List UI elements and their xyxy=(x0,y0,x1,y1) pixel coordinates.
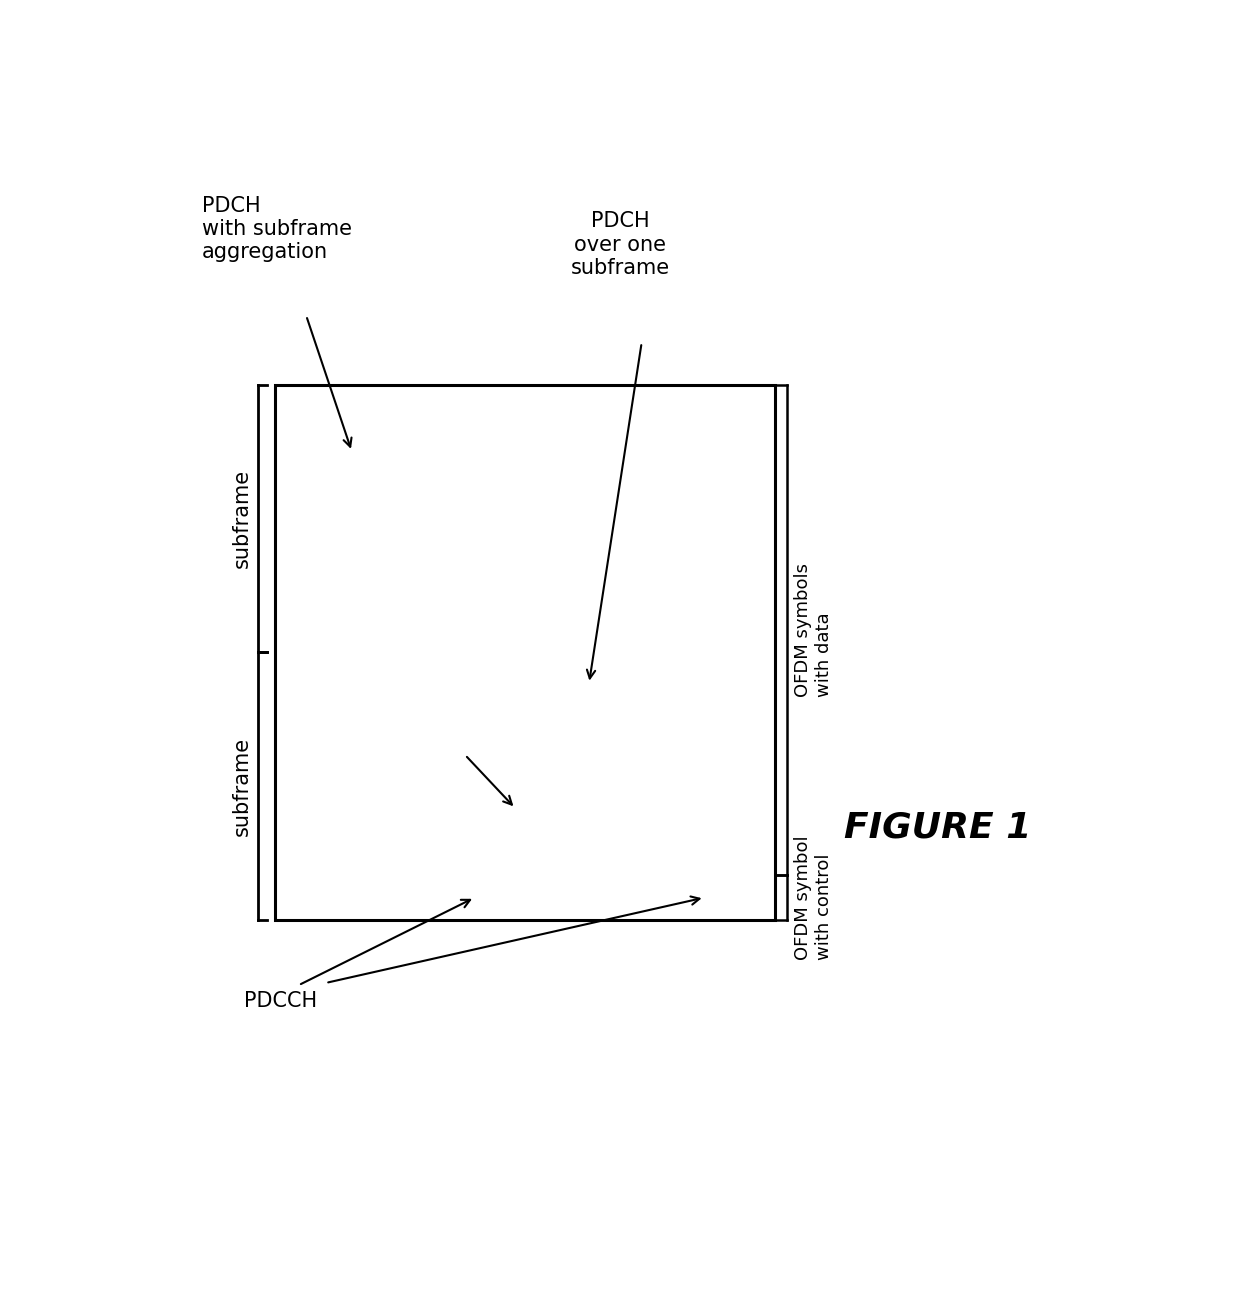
Bar xyxy=(275,385,445,876)
Bar xyxy=(675,876,734,920)
Bar xyxy=(275,385,775,920)
Text: PDCCH: PDCCH xyxy=(244,991,317,1011)
Text: PDCH
with subframe
aggregation: PDCH with subframe aggregation xyxy=(201,196,351,263)
Bar xyxy=(503,653,675,697)
Text: subframe: subframe xyxy=(232,737,252,835)
Bar xyxy=(503,697,675,876)
Text: OFDM symbol
with control: OFDM symbol with control xyxy=(795,835,833,960)
Text: subframe: subframe xyxy=(232,469,252,569)
Text: PDCH
over one
subframe: PDCH over one subframe xyxy=(570,211,670,278)
Text: FIGURE 1: FIGURE 1 xyxy=(844,810,1032,844)
Bar xyxy=(445,876,503,920)
Text: OFDM symbols
with data: OFDM symbols with data xyxy=(795,563,833,697)
